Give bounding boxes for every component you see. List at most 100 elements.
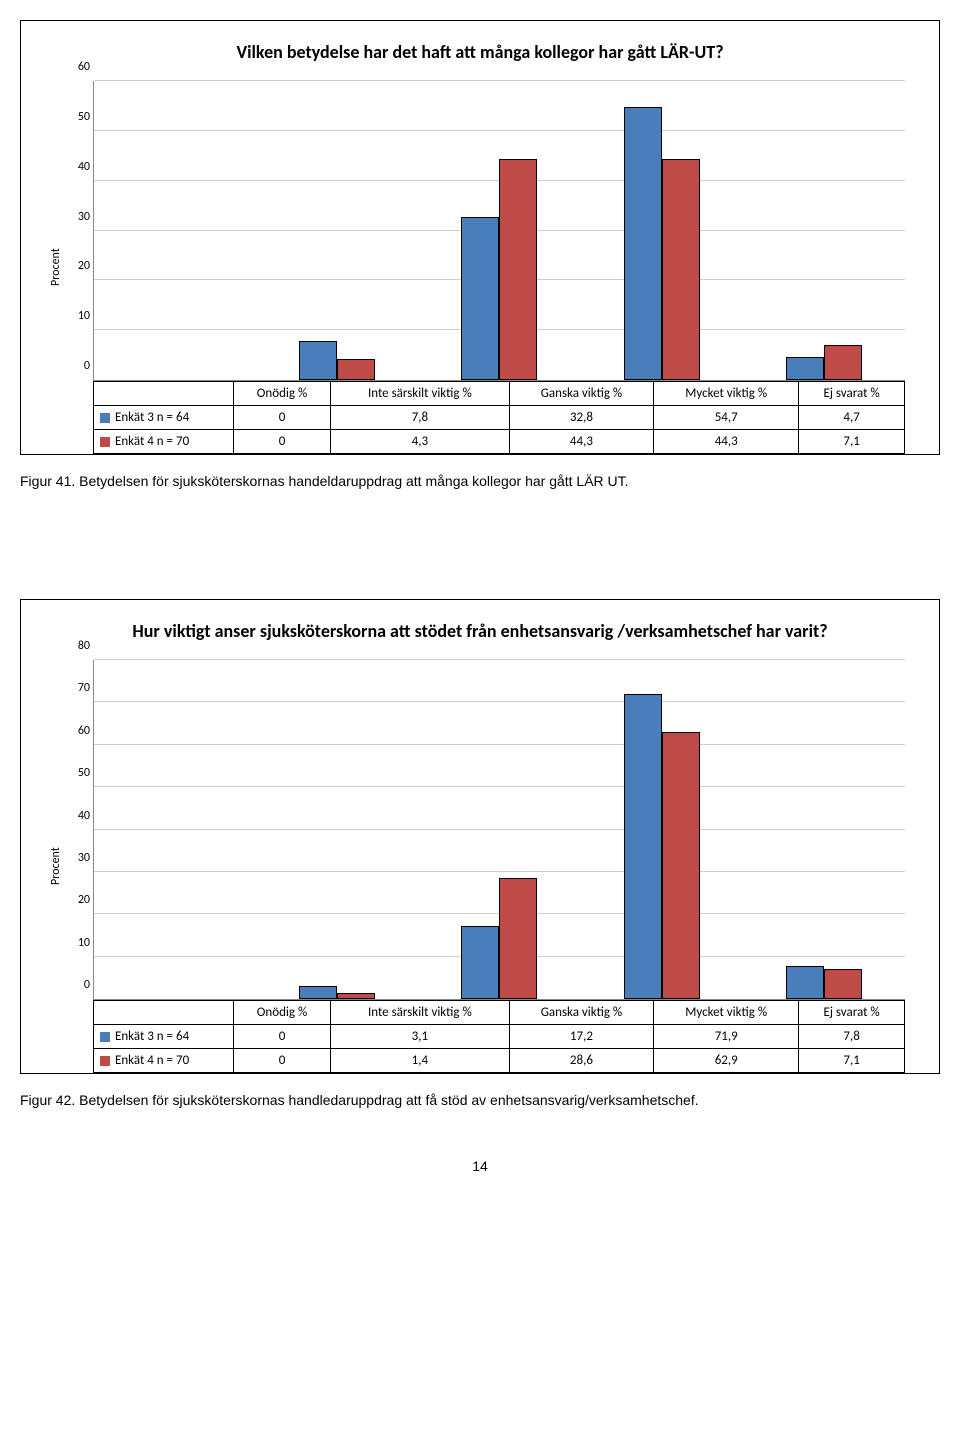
chart-1-body: Procent 0102030405060 Onödig %Inte särsk… (45, 81, 915, 454)
table-cell: 54,7 (654, 406, 799, 430)
table-column-header: Mycket viktig % (654, 1001, 799, 1025)
table-column-header: Onödig % (234, 382, 331, 406)
bars-row (94, 660, 905, 999)
chart-2-body: Procent 01020304050607080 Onödig %Inte s… (45, 660, 915, 1073)
series-label: Enkät 4 n = 70 (115, 434, 189, 449)
table-cell: 0 (234, 430, 331, 454)
series-label-cell: Enkät 4 n = 70 (94, 1049, 234, 1073)
ytick-label: 50 (64, 110, 90, 124)
bar (299, 341, 337, 380)
table-cell: 7,8 (799, 1025, 905, 1049)
series-label-cell: Enkät 4 n = 70 (94, 430, 234, 454)
legend-swatch (100, 1056, 110, 1066)
bar (786, 357, 824, 380)
legend-swatch (100, 413, 110, 423)
bar-group (137, 81, 213, 380)
chart-2-title: Hur viktigt anser sjuksköterskorna att s… (45, 620, 915, 642)
chart-1-table: Onödig %Inte särskilt viktig %Ganska vik… (93, 381, 905, 454)
table-column-header: Ganska viktig % (509, 382, 654, 406)
series-label: Enkät 4 n = 70 (115, 1053, 189, 1068)
bar-group (624, 81, 700, 380)
figure-42-caption: Figur 42. Betydelsen för sjuksköterskorn… (20, 1092, 940, 1108)
bar-group (299, 660, 375, 999)
chart-1-title: Vilken betydelse har det haft att många … (45, 41, 915, 63)
bar (824, 969, 862, 999)
table-corner (94, 1001, 234, 1025)
bar (461, 217, 499, 380)
chart-1: Vilken betydelse har det haft att många … (20, 20, 940, 455)
bar (299, 986, 337, 999)
ytick-label: 0 (64, 978, 90, 992)
ytick-label: 60 (64, 60, 90, 74)
table-column-header: Onödig % (234, 1001, 331, 1025)
ytick-label: 70 (64, 681, 90, 695)
bar-group (461, 81, 537, 380)
table-cell: 62,9 (654, 1049, 799, 1073)
ytick-label: 20 (64, 259, 90, 273)
table-row: Enkät 3 n = 64 07,832,854,74,7 (94, 406, 905, 430)
chart-2-plotwrap: 01020304050607080 Onödig %Inte särskilt … (63, 660, 915, 1073)
table-cell: 0 (234, 406, 331, 430)
ytick-label: 20 (64, 893, 90, 907)
table-cell: 28,6 (509, 1049, 654, 1073)
table-cell: 1,4 (331, 1049, 510, 1073)
chart-1-plot-area: 0102030405060 (93, 81, 905, 381)
bar (337, 993, 375, 999)
ytick-label: 30 (64, 851, 90, 865)
chart-1-ylabel: Procent (45, 81, 63, 454)
chart-2-plot-area: 01020304050607080 (93, 660, 905, 1000)
bar-group (624, 660, 700, 999)
table-cell: 7,8 (331, 406, 510, 430)
chart-2: Hur viktigt anser sjuksköterskorna att s… (20, 599, 940, 1074)
ytick-label: 50 (64, 766, 90, 780)
series-label: Enkät 3 n = 64 (115, 410, 189, 425)
bar (624, 107, 662, 380)
table-cell: 32,8 (509, 406, 654, 430)
table-cell: 17,2 (509, 1025, 654, 1049)
table-cell: 7,1 (799, 1049, 905, 1073)
table-header-row: Onödig %Inte särskilt viktig %Ganska vik… (94, 1001, 905, 1025)
table-column-header: Ej svarat % (799, 1001, 905, 1025)
ytick-label: 10 (64, 309, 90, 323)
bars-row (94, 81, 905, 380)
figure-41-caption: Figur 41. Betydelsen för sjuksköterskorn… (20, 473, 940, 489)
ytick-label: 0 (64, 359, 90, 373)
table-column-header: Ej svarat % (799, 382, 905, 406)
bar-group (299, 81, 375, 380)
table-cell: 44,3 (654, 430, 799, 454)
legend-swatch (100, 1032, 110, 1042)
table-cell: 71,9 (654, 1025, 799, 1049)
series-label-cell: Enkät 3 n = 64 (94, 406, 234, 430)
table-cell: 0 (234, 1025, 331, 1049)
page-number: 14 (20, 1158, 940, 1174)
bar (499, 878, 537, 999)
ytick-label: 80 (64, 639, 90, 653)
bar (461, 926, 499, 999)
ytick-label: 40 (64, 160, 90, 174)
bar-group (137, 660, 213, 999)
table-row: Enkät 4 n = 7004,344,344,37,1 (94, 430, 905, 454)
ytick-label: 10 (64, 936, 90, 950)
bar (624, 694, 662, 999)
legend-swatch (100, 437, 110, 447)
bar-group (786, 660, 862, 999)
ytick-label: 60 (64, 724, 90, 738)
table-header-row: Onödig %Inte särskilt viktig %Ganska vik… (94, 382, 905, 406)
table-cell: 0 (234, 1049, 331, 1073)
table-corner (94, 382, 234, 406)
table-cell: 3,1 (331, 1025, 510, 1049)
bar-group (786, 81, 862, 380)
bar (499, 159, 537, 380)
table-column-header: Ganska viktig % (509, 1001, 654, 1025)
chart-2-ylabel: Procent (45, 660, 63, 1073)
bar (662, 159, 700, 380)
table-cell: 7,1 (799, 430, 905, 454)
spacer (20, 539, 940, 599)
bar (786, 966, 824, 999)
table-cell: 4,7 (799, 406, 905, 430)
table-column-header: Mycket viktig % (654, 382, 799, 406)
table-row: Enkät 3 n = 6403,117,271,97,8 (94, 1025, 905, 1049)
table-row: Enkät 4 n = 70 01,428,662,97,1 (94, 1049, 905, 1073)
table-cell: 44,3 (509, 430, 654, 454)
bar (337, 359, 375, 380)
